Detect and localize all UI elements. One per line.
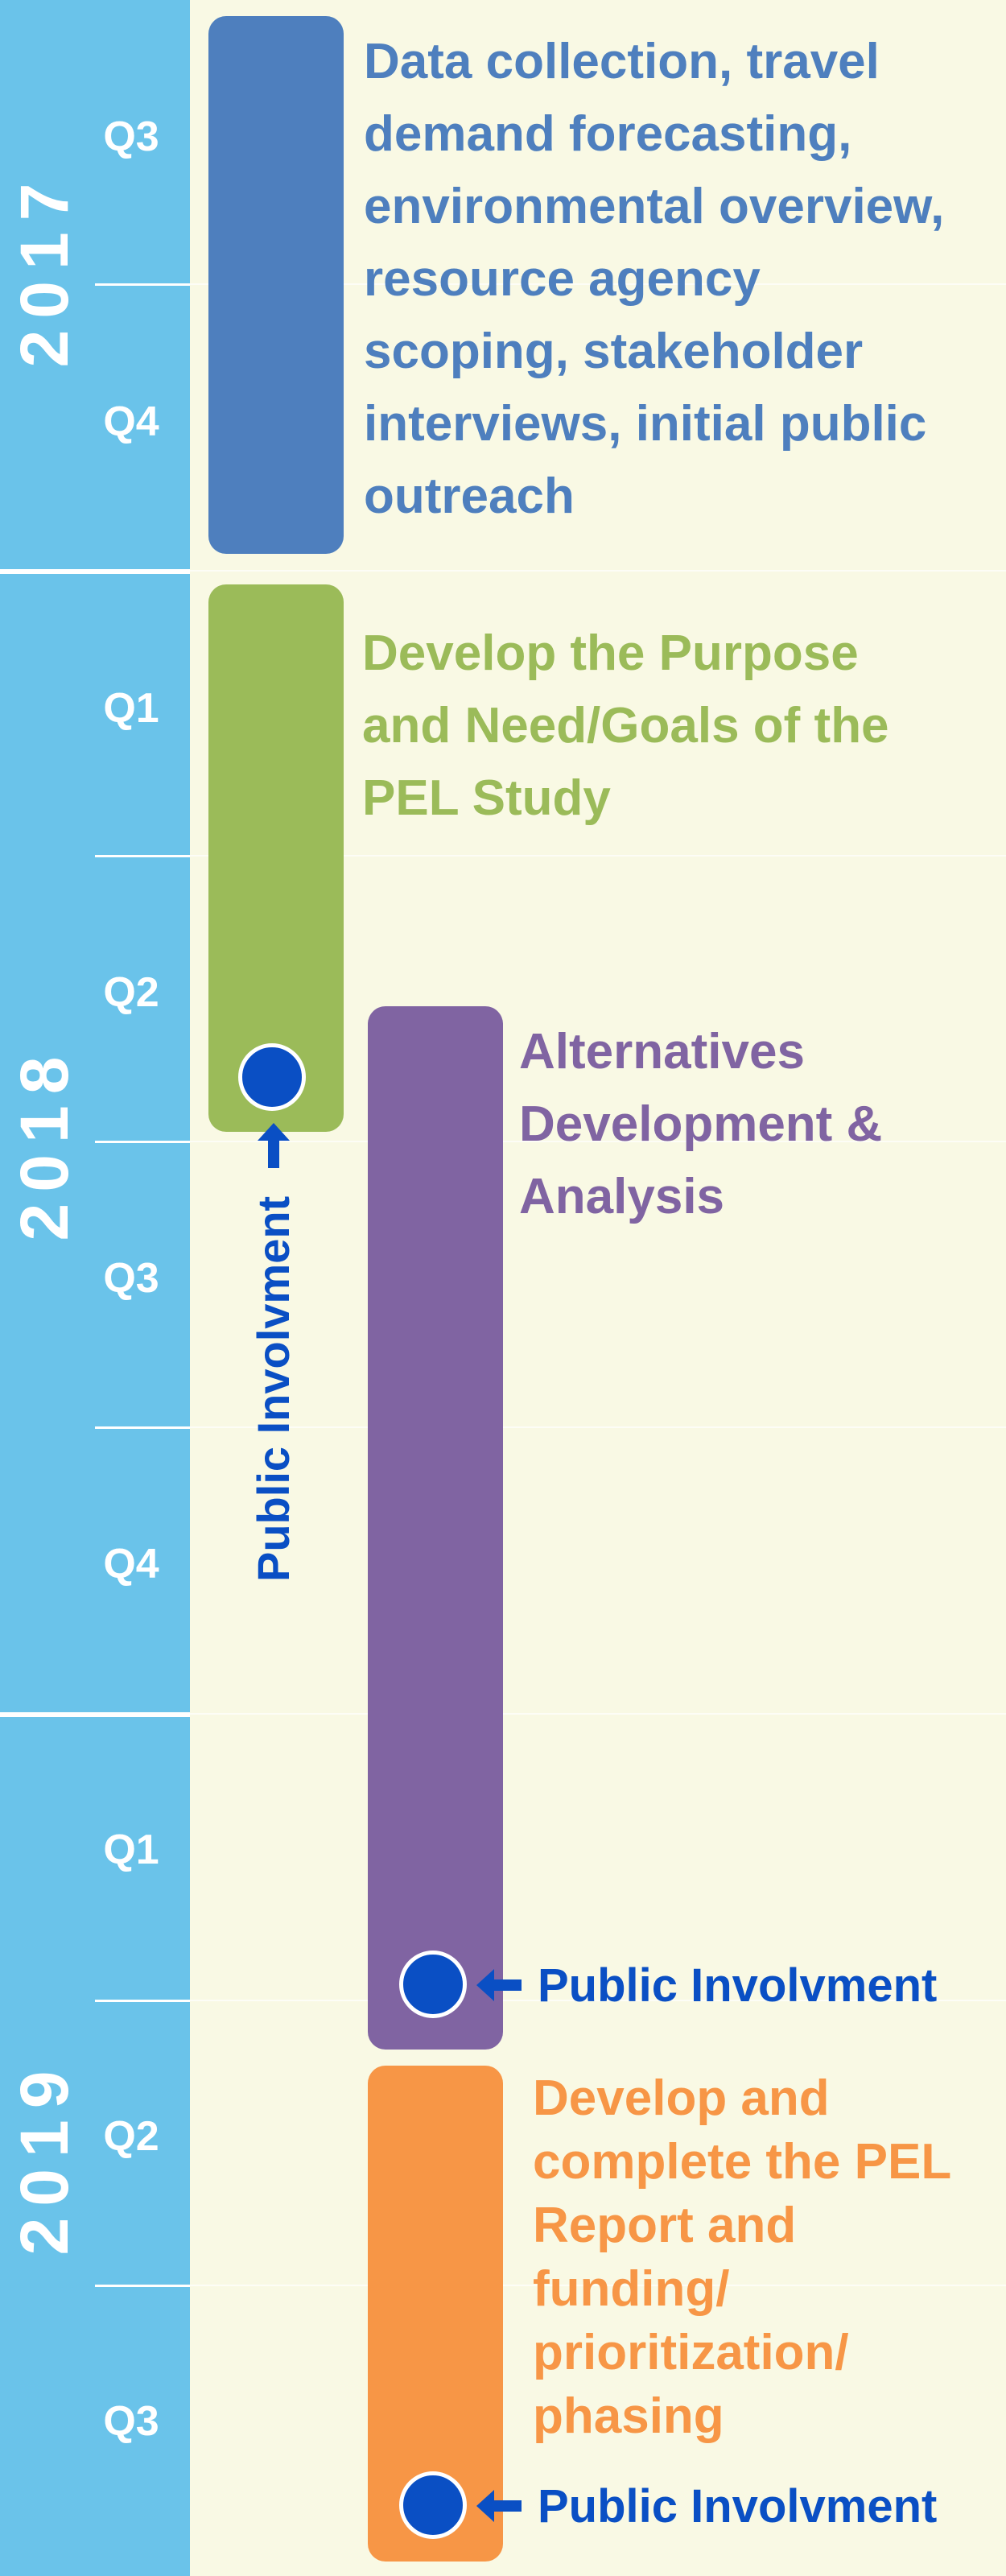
quarter-divider bbox=[95, 855, 190, 857]
quarter-label: Q1 bbox=[103, 685, 159, 732]
quarter-divider bbox=[95, 2000, 190, 2002]
row-guide bbox=[190, 2285, 1006, 2286]
row-guide bbox=[190, 855, 1006, 857]
row-guide bbox=[190, 2000, 1006, 2001]
year-divider bbox=[0, 1712, 190, 1717]
phase-text-purpose-need: Develop the Purpose and Need/Goals of th… bbox=[362, 625, 889, 826]
public-involvement-dot bbox=[399, 2471, 467, 2539]
phase-bar-purpose-need bbox=[208, 584, 344, 1132]
arrow-left-icon bbox=[476, 1969, 522, 2001]
public-involvement-label: Public Involvment bbox=[538, 2480, 938, 2533]
row-guide bbox=[190, 1141, 1006, 1142]
phase-text-pel-report: Develop and complete the PEL Report and … bbox=[533, 2070, 952, 2444]
phase-text-alternatives: Alternatives Development & Analysis bbox=[519, 1024, 883, 1224]
year-label-2019: 2019 bbox=[6, 2059, 82, 2256]
public-involvement-dot bbox=[399, 1951, 467, 2018]
quarter-label: Q1 bbox=[103, 1827, 159, 1873]
phase-bar-data-collection bbox=[208, 16, 344, 554]
year-divider bbox=[0, 569, 190, 574]
public-involvement-label: Public Involvment bbox=[538, 1959, 938, 2012]
arrow-up-icon bbox=[258, 1123, 290, 1168]
quarter-label: Q3 bbox=[103, 2398, 159, 2445]
year-label-2017: 2017 bbox=[6, 171, 82, 368]
quarter-label: Q2 bbox=[103, 969, 159, 1016]
row-guide bbox=[190, 1426, 1006, 1428]
row-guide bbox=[190, 570, 1006, 572]
row-guide bbox=[190, 283, 1006, 285]
year-label-2018: 2018 bbox=[6, 1045, 82, 1241]
phase-bar-alternatives bbox=[368, 1006, 503, 2050]
quarter-divider bbox=[95, 1141, 190, 1143]
row-guide bbox=[190, 1713, 1006, 1715]
public-involvement-label-vertical: Public Involvment bbox=[248, 1195, 299, 1582]
quarter-divider bbox=[95, 1426, 190, 1429]
quarter-label: Q3 bbox=[103, 1255, 159, 1302]
quarter-label: Q3 bbox=[103, 114, 159, 160]
quarter-divider bbox=[95, 2285, 190, 2287]
arrow-left-icon bbox=[476, 2490, 522, 2522]
quarter-label: Q4 bbox=[103, 1541, 159, 1587]
quarter-divider bbox=[95, 283, 190, 286]
quarter-label: Q4 bbox=[103, 398, 159, 445]
phase-text-data-collection: Data collection, travel demand forecasti… bbox=[364, 34, 945, 524]
public-involvement-dot bbox=[238, 1043, 306, 1111]
timeline-sidebar bbox=[0, 0, 190, 2576]
quarter-label: Q2 bbox=[103, 2113, 159, 2160]
